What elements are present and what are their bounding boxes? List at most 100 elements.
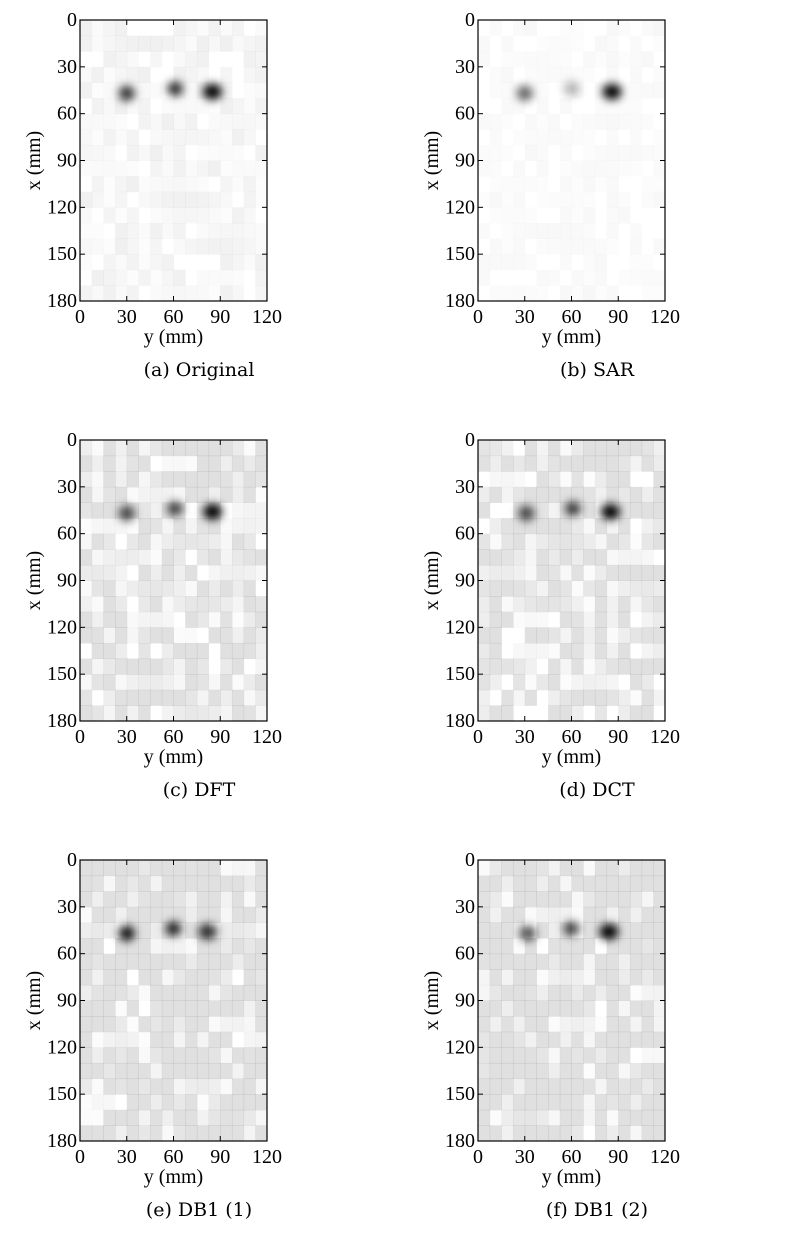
noise-cell — [80, 161, 92, 177]
noise-cell — [525, 51, 537, 67]
noise-cell — [185, 627, 197, 643]
noise-cell — [80, 860, 93, 877]
noise-cell — [220, 596, 233, 613]
noise-cell — [513, 51, 525, 67]
noise-cell — [594, 1109, 608, 1126]
noise-cell — [618, 518, 631, 535]
y-tick-label: 180 — [47, 1130, 77, 1152]
noise-cell — [103, 36, 115, 52]
noise-cell — [209, 674, 221, 690]
noise-cell — [173, 1094, 186, 1111]
noise-cell — [501, 1078, 514, 1095]
noise-cell — [618, 161, 630, 177]
noise-cell — [560, 471, 572, 487]
noise-cell — [138, 145, 150, 161]
noise-cell — [489, 1000, 502, 1017]
noise-cell — [161, 1047, 174, 1064]
noise-cell — [595, 176, 607, 192]
noise-cell — [138, 269, 151, 286]
noise-cell — [80, 564, 93, 581]
noise-cell — [571, 984, 584, 1001]
noise-cell — [91, 564, 104, 581]
y-tick-label: 30 — [57, 56, 77, 78]
noise-cell — [513, 20, 525, 36]
noise-cell — [196, 705, 210, 721]
noise-cell — [196, 455, 210, 472]
noise-cell — [231, 1062, 245, 1080]
noise-cell — [618, 969, 631, 986]
noise-cell — [115, 705, 128, 721]
noise-cell — [548, 1094, 561, 1111]
noise-cell — [92, 596, 104, 612]
noise-cell — [161, 1062, 174, 1080]
noise-cell — [501, 984, 514, 1001]
noise-cell — [115, 67, 127, 83]
noise-cell — [583, 145, 595, 161]
x-tick-label: 90 — [210, 306, 230, 328]
noise-cell — [548, 114, 560, 130]
noise-cell — [478, 891, 491, 908]
noise-cell — [196, 1062, 210, 1080]
noise-cell — [80, 1078, 93, 1095]
noise-cell — [244, 1016, 256, 1032]
noise-cell — [196, 533, 210, 550]
noise-cell — [501, 1062, 514, 1080]
noise-cell — [513, 906, 526, 923]
noise-cell — [244, 239, 256, 255]
noise-cell — [583, 1063, 595, 1079]
noise-cell — [173, 191, 186, 208]
noise-cell — [653, 1125, 665, 1141]
noise-cell — [583, 580, 596, 597]
noise-cell — [173, 144, 186, 161]
noise-cell — [513, 549, 526, 566]
noise-cell — [536, 36, 548, 52]
noise-cell — [92, 285, 104, 301]
noise-cell — [196, 906, 210, 923]
noise-cell — [138, 627, 151, 644]
noise-cell — [243, 486, 256, 503]
noise-cell — [572, 891, 584, 907]
noise-cell — [150, 238, 163, 255]
noise-cell — [115, 953, 128, 970]
noise-cell — [524, 1016, 537, 1033]
noise-cell — [161, 471, 174, 488]
noise-cell — [606, 440, 619, 457]
noise-cell — [594, 518, 608, 535]
noise-cell — [630, 114, 642, 130]
noise-cell — [150, 1125, 163, 1141]
noise-cell — [571, 969, 584, 986]
noise-cell — [478, 486, 491, 503]
noise-cell — [197, 145, 209, 161]
noise-cell — [255, 875, 267, 892]
noise-cell — [174, 674, 186, 690]
noise-cell — [606, 1000, 619, 1017]
noise-cell — [231, 1125, 245, 1141]
noise-cell — [548, 906, 561, 923]
noise-cell — [572, 285, 584, 301]
noise-cell — [572, 907, 584, 923]
noise-cell — [220, 518, 232, 534]
noise-cell — [103, 689, 116, 706]
noise-cell — [208, 860, 221, 877]
noise-cell — [161, 1094, 174, 1111]
noise-cell — [80, 1047, 93, 1064]
noise-cell — [220, 285, 233, 301]
noise-cell — [536, 549, 549, 566]
noise-cell — [524, 580, 537, 597]
noise-cell — [126, 1109, 139, 1126]
noise-cell — [138, 953, 151, 970]
noise-cell — [255, 35, 267, 52]
noise-cell — [571, 642, 584, 660]
noise-cell — [80, 1062, 93, 1080]
noise-cell — [232, 612, 244, 628]
noise-cell — [571, 471, 584, 488]
noise-cell — [572, 114, 584, 130]
noise-cell — [115, 860, 128, 877]
noise-cell — [243, 1047, 256, 1064]
noise-cell — [255, 455, 267, 472]
noise-cell — [489, 984, 502, 1001]
noise-cell — [501, 705, 514, 721]
noise-cell — [185, 906, 198, 923]
noise-cell — [594, 627, 608, 644]
noise-cell — [80, 875, 93, 892]
